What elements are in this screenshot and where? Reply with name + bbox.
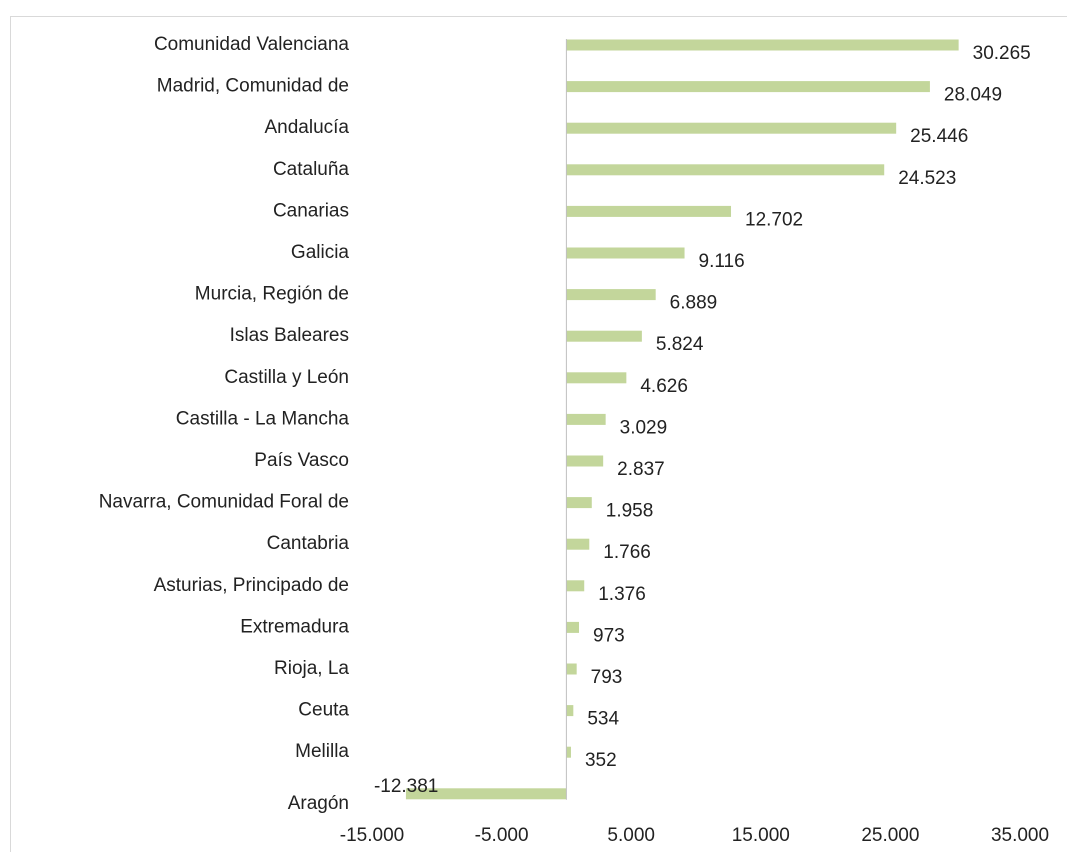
value-label: 4.626: [640, 376, 688, 397]
bar: [566, 331, 641, 342]
category-label: Melilla: [295, 741, 349, 762]
value-label: 3.029: [620, 417, 668, 438]
category-label: Castilla - La Mancha: [176, 408, 350, 429]
category-label: Extremadura: [240, 616, 349, 637]
category-label: País Vasco: [254, 450, 349, 471]
bar: [566, 622, 579, 633]
bar: [566, 81, 930, 92]
category-label: Ceuta: [298, 700, 349, 721]
value-label: 28.049: [944, 85, 1002, 106]
bar: [566, 123, 896, 134]
x-tick-label: -5.000: [475, 825, 529, 846]
category-label: Asturias, Principado de: [154, 575, 349, 596]
bar: [566, 248, 684, 259]
category-label: Cantabria: [267, 533, 350, 554]
value-label: 24.523: [898, 168, 956, 189]
category-label: Rioja, La: [274, 658, 349, 679]
value-label: 9.116: [699, 251, 745, 272]
value-label: 12.702: [745, 209, 803, 230]
bar: [566, 206, 731, 217]
value-label: -12.381: [374, 776, 438, 797]
bar: [566, 289, 655, 300]
category-label: Galicia: [291, 242, 350, 263]
bar: [566, 497, 591, 508]
category-label: Cataluña: [273, 159, 349, 180]
bar: [566, 456, 603, 467]
chart-frame: [11, 17, 1067, 853]
value-label: 1.958: [606, 501, 654, 522]
category-label: Canarias: [273, 200, 349, 221]
category-label: Navarra, Comunidad Foral de: [99, 492, 349, 513]
value-label: 793: [591, 667, 623, 688]
bar: [566, 40, 958, 51]
value-label: 30.265: [973, 43, 1031, 64]
x-tick-label: 5.000: [607, 825, 655, 846]
value-label: 25.446: [910, 126, 968, 147]
bar: [566, 372, 626, 383]
value-label: 2.837: [617, 459, 665, 480]
value-label: 352: [585, 750, 617, 771]
x-tick-label: 15.000: [732, 825, 790, 846]
value-label: 534: [587, 709, 619, 730]
value-label: 6.889: [670, 293, 718, 314]
value-label: 973: [593, 625, 625, 646]
category-label: Aragón: [288, 793, 349, 814]
bar: [566, 664, 576, 675]
value-label: 1.376: [598, 584, 646, 605]
category-label: Andalucía: [264, 117, 349, 138]
category-label: Murcia, Región de: [195, 284, 349, 305]
bar: [566, 539, 589, 550]
category-label: Madrid, Comunidad de: [157, 76, 349, 97]
bar: [566, 414, 605, 425]
x-tick-label: 25.000: [861, 825, 919, 846]
bar: [566, 580, 584, 591]
category-label: Comunidad Valenciana: [154, 34, 349, 55]
category-label: Castilla y León: [224, 367, 349, 388]
bar: [566, 747, 571, 758]
category-label: Islas Baleares: [230, 325, 349, 346]
bar: [566, 705, 573, 716]
value-label: 1.766: [603, 542, 651, 563]
value-label: 5.824: [656, 334, 704, 355]
x-tick-label: -15.000: [340, 825, 404, 846]
x-tick-label: 35.000: [991, 825, 1049, 846]
bar: [566, 164, 884, 175]
